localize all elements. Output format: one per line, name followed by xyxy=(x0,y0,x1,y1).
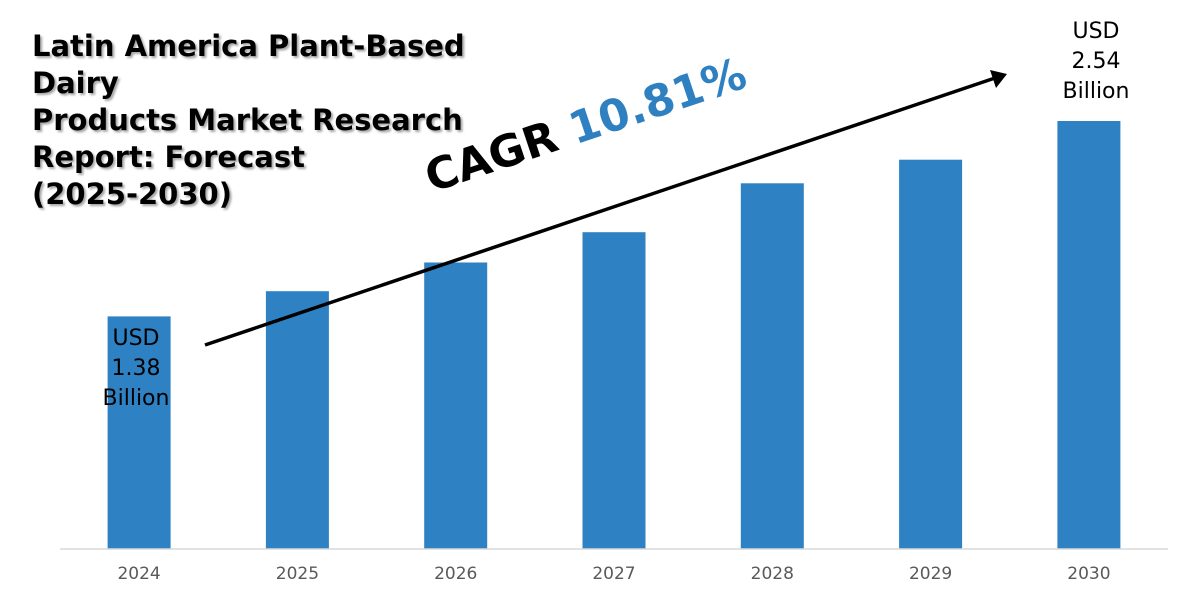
x-tick-label: 2026 xyxy=(434,564,477,584)
title-line-2: Products Market Research xyxy=(32,103,463,137)
title-line-3: Report: Forecast xyxy=(32,140,305,174)
bar-2026 xyxy=(424,262,488,549)
x-tick-label: 2024 xyxy=(117,564,160,584)
x-tick-label: 2025 xyxy=(276,564,319,584)
end-value-unit: Billion xyxy=(1062,79,1130,104)
chart-title: Latin America Plant-Based Dairy Products… xyxy=(32,28,552,213)
bar-2030 xyxy=(1057,121,1121,549)
start-value-currency: USD xyxy=(112,326,160,351)
bars-group xyxy=(107,121,1121,550)
x-tick-label: 2027 xyxy=(592,564,635,584)
start-value-unit: Billion xyxy=(102,386,170,411)
x-tick-label: 2030 xyxy=(1067,564,1110,584)
end-value-currency: USD xyxy=(1072,19,1120,44)
bar-2027 xyxy=(582,232,646,549)
x-tick-label: 2029 xyxy=(909,564,952,584)
title-line-1: Latin America Plant-Based Dairy xyxy=(32,29,465,100)
start-value-number: 1.38 xyxy=(111,356,161,381)
end-value-annotation: USD 2.54 Billion xyxy=(1036,17,1156,107)
end-value-number: 2.54 xyxy=(1071,49,1121,74)
bar-2024 xyxy=(107,316,171,549)
bar-2028 xyxy=(740,183,804,550)
x-tick-labels: 2024 2025 2026 2027 2028 2029 2030 xyxy=(117,564,1110,584)
bar-2029 xyxy=(899,159,963,549)
x-tick-label: 2028 xyxy=(751,564,794,584)
start-value-annotation: USD 1.38 Billion xyxy=(76,324,196,414)
title-line-4: (2025-2030) xyxy=(32,177,232,211)
bar-2025 xyxy=(265,291,329,549)
trend-arrow xyxy=(204,70,1007,347)
